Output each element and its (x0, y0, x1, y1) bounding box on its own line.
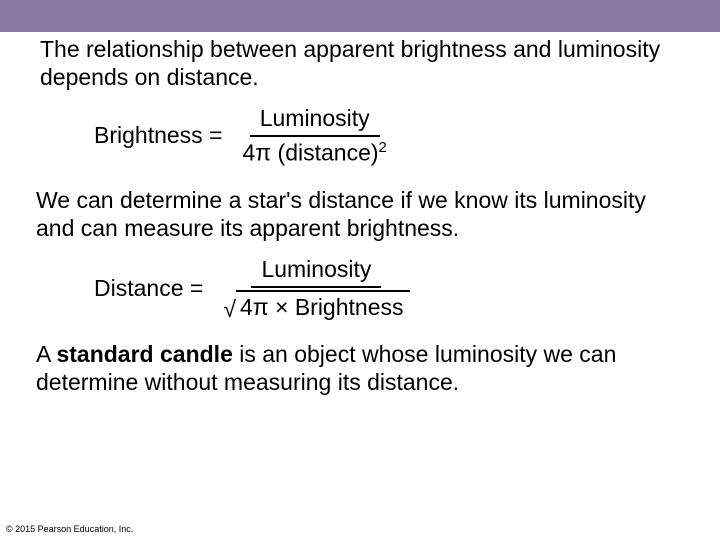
eq2-numerator: Luminosity (251, 256, 381, 288)
eq1-fraction: Luminosity 4π (distance)2 (233, 105, 397, 167)
copyright-footer: © 2015 Pearson Education, Inc. (6, 524, 133, 534)
sqrt-symbol: √ (223, 296, 236, 324)
paragraph-3: A standard candle is an object whose lum… (36, 341, 680, 396)
sqrt-body: 4π × Brightness (236, 290, 410, 322)
eq2-denominator: √ 4π × Brightness (213, 288, 419, 322)
equation-brightness: Brightness = Luminosity 4π (distance)2 (94, 105, 680, 167)
slide-content: The relationship between apparent bright… (0, 32, 720, 397)
eq2-fraction: Luminosity √ 4π × Brightness (213, 256, 419, 321)
eq1-denom-4: 4 (243, 139, 256, 165)
eq2-denom-brightness: × Brightness (269, 294, 404, 320)
para3-bold-term: standard candle (56, 341, 232, 367)
eq1-denom-pi: π (255, 139, 271, 165)
eq2-denom-4: 4 (240, 294, 253, 320)
eq2-denom-pi: π (253, 294, 269, 320)
eq1-denom-exp: 2 (379, 139, 387, 156)
equation-distance: Distance = Luminosity √ 4π × Brightness (94, 256, 680, 321)
top-bar (0, 0, 720, 32)
eq1-numerator: Luminosity (250, 105, 380, 137)
para3-pre: A (36, 341, 56, 367)
paragraph-2: We can determine a star's distance if we… (36, 187, 680, 242)
eq2-lhs: Distance = (94, 275, 209, 303)
eq2-sqrt: √ 4π × Brightness (223, 290, 409, 322)
eq1-denom-distance: (distance) (271, 139, 378, 165)
paragraph-1: The relationship between apparent bright… (40, 36, 680, 91)
eq1-denominator: 4π (distance)2 (233, 137, 397, 167)
eq1-lhs: Brightness = (94, 122, 229, 150)
